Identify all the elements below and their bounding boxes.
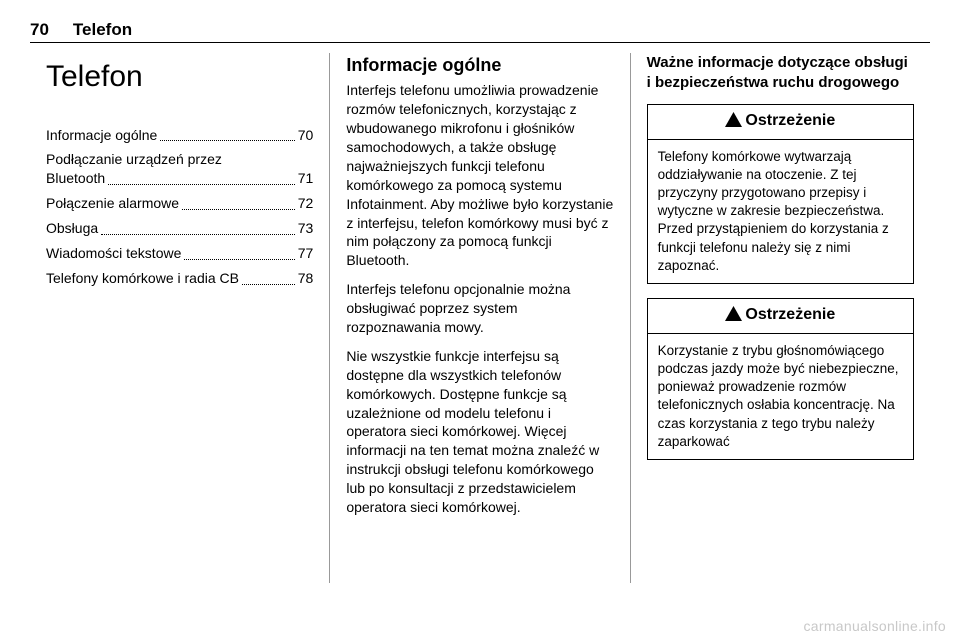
paragraph: Interfejs telefonu opcjonalnie można obs… bbox=[346, 280, 613, 337]
toc-entry: Obsługa 73 bbox=[46, 219, 313, 238]
warning-body: Telefony komórkowe wytwarzają oddziaływa… bbox=[648, 140, 913, 284]
column-general-info: Informacje ogólne Interfejs telefonu umo… bbox=[329, 53, 629, 583]
content-columns: Telefon Informacje ogólne 70 Podłączanie… bbox=[30, 53, 930, 583]
warning-triangle-icon bbox=[725, 306, 742, 328]
warning-header: Ostrzeżenie bbox=[648, 299, 913, 334]
toc-label: Obsługa bbox=[46, 219, 98, 238]
toc-label: Wiadomości tekstowe bbox=[46, 244, 181, 263]
toc-label-line2: Bluetooth bbox=[46, 169, 105, 188]
warning-box: Ostrzeżenie Telefony komórkowe wytwarzaj… bbox=[647, 104, 914, 284]
header-title: Telefon bbox=[73, 20, 132, 40]
warning-triangle-icon bbox=[725, 112, 742, 134]
warning-body: Korzystanie z trybu głośnomówiącego podc… bbox=[648, 334, 913, 459]
toc-label-line1: Podłączanie urządzeń przez bbox=[46, 150, 313, 169]
toc-page: 72 bbox=[298, 194, 314, 213]
column-safety: Ważne informacje dotyczące obsługi i bez… bbox=[630, 53, 930, 583]
toc-dots bbox=[182, 209, 295, 210]
toc-page: 71 bbox=[298, 169, 314, 188]
toc-entry: Połączenie alarmowe 72 bbox=[46, 194, 313, 213]
toc-label: Połączenie alarmowe bbox=[46, 194, 179, 213]
toc-page: 77 bbox=[298, 244, 314, 263]
paragraph: Interfejs telefonu umożliwia prowadzenie… bbox=[346, 81, 613, 270]
toc-dots bbox=[184, 259, 294, 260]
toc-dots bbox=[101, 234, 295, 235]
toc-page: 78 bbox=[298, 269, 314, 288]
watermark: carmanualsonline.info bbox=[804, 618, 947, 634]
toc-entry: Informacje ogólne 70 bbox=[46, 126, 313, 145]
toc-dots bbox=[242, 284, 295, 285]
col2-heading: Informacje ogólne bbox=[346, 53, 613, 77]
warning-label: Ostrzeżenie bbox=[745, 306, 835, 323]
warning-box: Ostrzeżenie Korzystanie z trybu głośnomó… bbox=[647, 298, 914, 460]
manual-page: 70 Telefon Telefon Informacje ogólne 70 … bbox=[0, 0, 960, 642]
toc-entry: Telefony komórkowe i radia CB 78 bbox=[46, 269, 313, 288]
toc-page: 73 bbox=[298, 219, 314, 238]
toc-entry: Podłączanie urządzeń przez Bluetooth 71 bbox=[46, 150, 313, 188]
warning-header: Ostrzeżenie bbox=[648, 105, 913, 140]
section-title: Telefon bbox=[46, 57, 313, 98]
col3-heading: Ważne informacje dotyczące obsługi i bez… bbox=[647, 53, 914, 92]
paragraph: Nie wszystkie funkcje interfejsu są dost… bbox=[346, 347, 613, 517]
toc-entry: Wiadomości tekstowe 77 bbox=[46, 244, 313, 263]
page-header: 70 Telefon bbox=[30, 20, 930, 43]
toc-dots bbox=[160, 140, 294, 141]
toc-dots bbox=[108, 184, 295, 185]
column-toc: Telefon Informacje ogólne 70 Podłączanie… bbox=[30, 53, 329, 583]
toc-page: 70 bbox=[298, 126, 314, 145]
warning-label: Ostrzeżenie bbox=[745, 112, 835, 129]
page-number: 70 bbox=[30, 20, 49, 40]
toc-label: Informacje ogólne bbox=[46, 126, 157, 145]
toc-label: Telefony komórkowe i radia CB bbox=[46, 269, 239, 288]
